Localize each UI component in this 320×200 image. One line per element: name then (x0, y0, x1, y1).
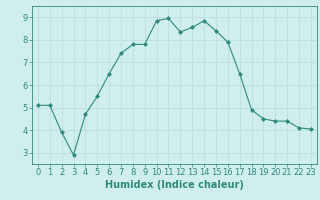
X-axis label: Humidex (Indice chaleur): Humidex (Indice chaleur) (105, 180, 244, 190)
